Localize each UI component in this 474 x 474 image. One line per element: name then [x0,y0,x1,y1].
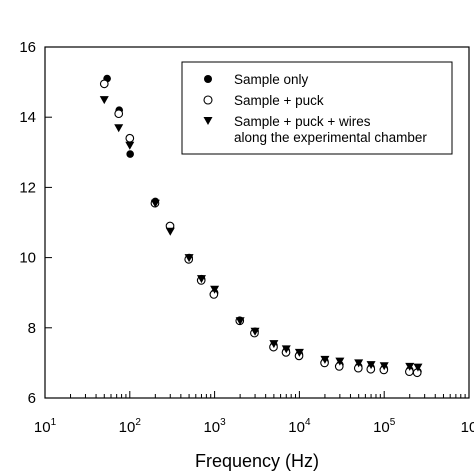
point-sample-puck-wires [150,199,160,208]
point-sample-puck-wires [366,361,376,370]
data-points [99,74,423,378]
legend-label-sample-only: Sample only [234,72,309,87]
point-sample-puck-wires [269,340,279,349]
legend: Sample only Sample + puck Sample + puck … [181,61,453,155]
point-sample-puck-wires [235,317,245,326]
y-tick-label: 14 [19,109,36,126]
point-sample-puck-wires [210,285,220,294]
x-tick-label: 104 [288,417,311,436]
point-sample-only [126,150,134,158]
x-tick-label: 101 [34,417,57,436]
legend-label-sample-puck: Sample + puck [234,93,324,108]
legend-box [181,61,453,155]
point-sample-puck-wires [294,348,304,357]
point-sample-puck-wires [99,96,109,105]
point-sample-puck [99,79,109,89]
legend-marker-sample-puck [203,95,213,105]
point-sample-puck-wires [196,275,206,284]
x-tick-label: 105 [373,417,396,436]
legend-marker-sample-only [204,75,212,83]
point-sample-puck-wires [125,141,135,150]
x-tick-label: 10 [461,419,474,436]
point-sample-puck [114,109,124,119]
x-tick-label: 103 [203,417,226,436]
y-tick-label: 8 [28,320,36,337]
legend-label-line-1: Sample + puck + wires [234,114,371,129]
y-tick-label: 6 [28,390,36,407]
x-axis-title: Frequency (Hz) [195,451,319,471]
y-tick-label: 10 [19,250,36,267]
y-tick-label: 12 [19,179,36,196]
point-sample-puck-wires [354,359,364,368]
x-tick-label: 102 [119,417,142,436]
point-sample-puck-wires [320,355,330,364]
legend-label-sample-puck-wires: Sample + puck + wires along the experime… [234,114,427,145]
point-sample-puck [125,133,135,143]
point-sample-puck-wires [165,227,175,236]
point-sample-puck-wires [335,357,345,366]
legend-marker-sample-puck-wires [203,117,213,125]
point-sample-puck-wires [184,254,194,263]
point-sample-puck-wires [250,327,260,336]
point-sample-puck-wires [413,363,423,372]
point-sample-puck-wires [379,362,389,371]
point-sample-puck-wires [405,362,415,371]
point-sample-puck-wires [114,124,124,133]
legend-label-line-2: along the experimental chamber [234,130,427,145]
point-sample-puck-wires [281,345,291,354]
plot-frame [44,46,470,399]
y-tick-label: 16 [19,39,36,56]
